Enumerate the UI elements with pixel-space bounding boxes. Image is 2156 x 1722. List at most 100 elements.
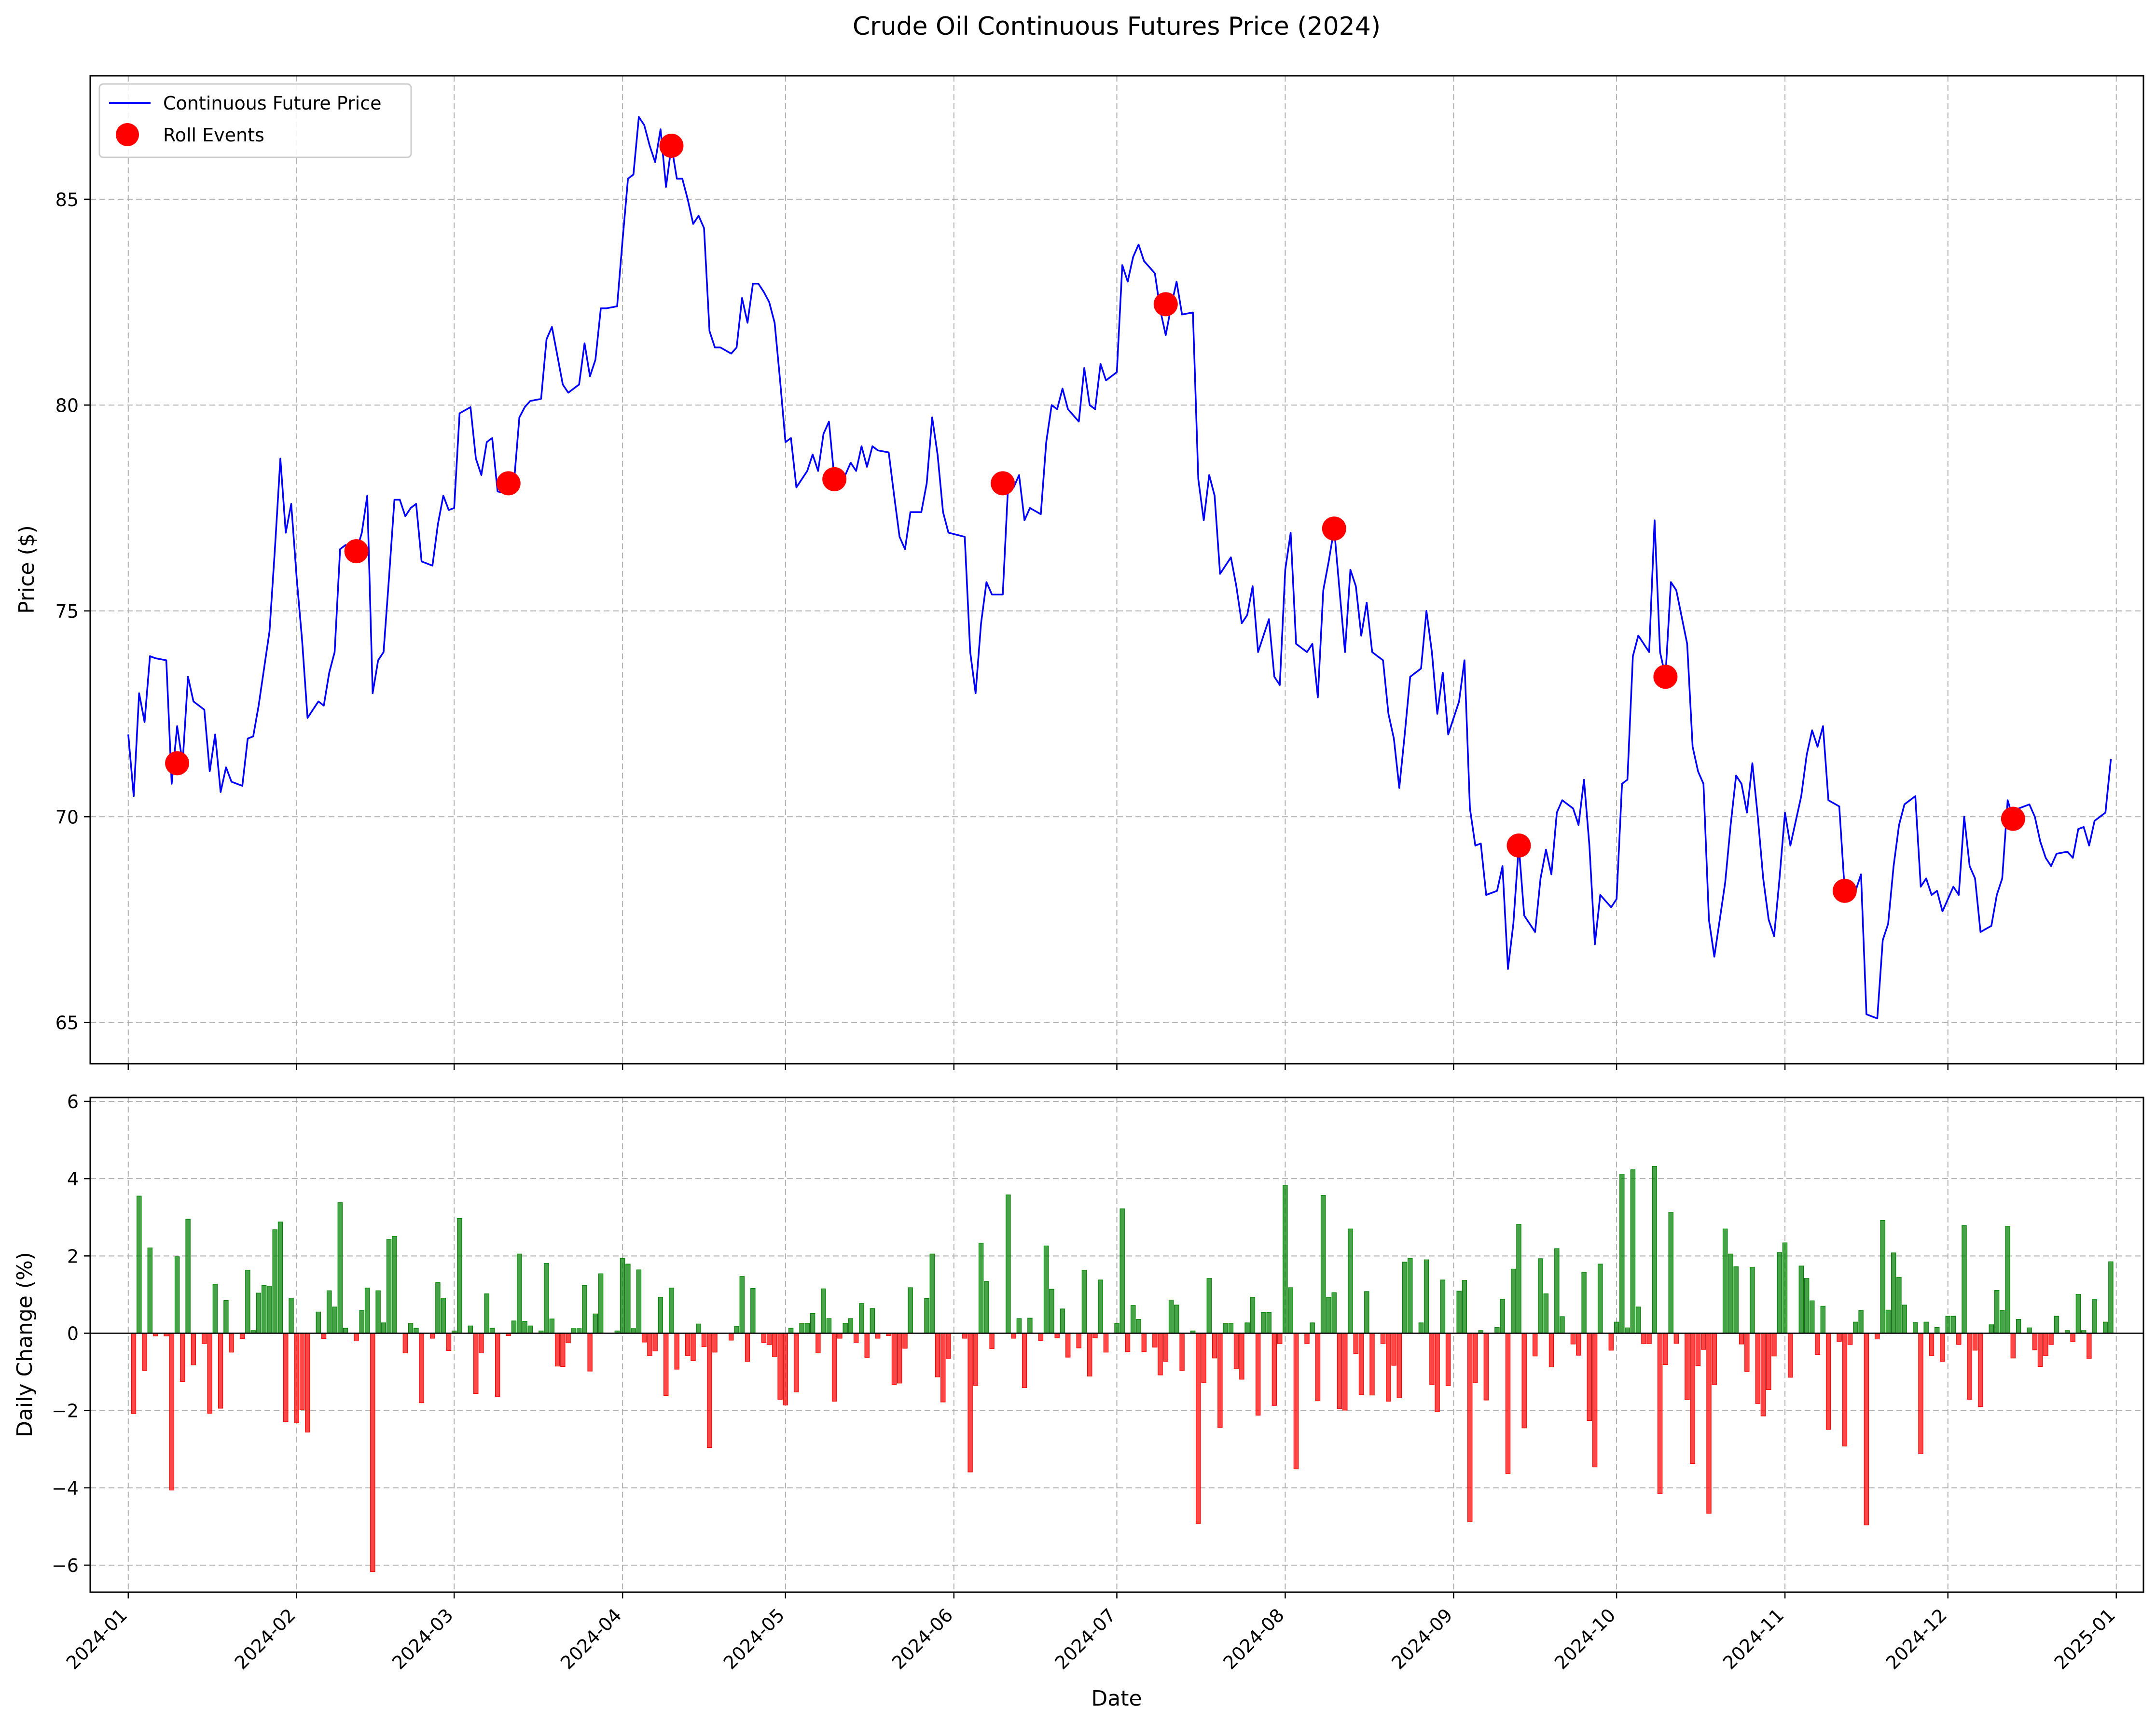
daily-change-bar — [191, 1333, 196, 1365]
roll-event-point — [344, 539, 369, 564]
x-tick-label: 2024-08 — [1219, 1604, 1288, 1673]
daily-change-bar — [1923, 1321, 1929, 1334]
daily-change-bar — [174, 1256, 180, 1334]
daily-change-bar — [386, 1239, 392, 1334]
daily-change-bar — [441, 1298, 446, 1334]
daily-change-bar — [522, 1321, 527, 1334]
daily-change-bar — [304, 1333, 310, 1433]
daily-change-bar — [1739, 1333, 1744, 1345]
daily-change-bar — [1918, 1333, 1923, 1454]
daily-change-y-tick-label: −2 — [52, 1401, 79, 1422]
daily-change-bar — [1011, 1333, 1016, 1339]
legend: Continuous Future Price Roll Events — [98, 83, 412, 158]
daily-change-bar — [332, 1306, 337, 1334]
daily-change-bar — [658, 1297, 663, 1334]
daily-change-bar — [212, 1284, 218, 1334]
daily-change-bar — [1244, 1322, 1250, 1334]
daily-change-y-tick-label: 6 — [67, 1091, 79, 1112]
daily-change-bar — [826, 1318, 832, 1333]
daily-change-bar — [2037, 1333, 2043, 1367]
daily-change-bar — [848, 1318, 854, 1333]
price-gridlines — [90, 76, 2143, 1064]
daily-change-bar — [1179, 1333, 1185, 1371]
daily-change-bar — [2054, 1316, 2059, 1333]
daily-change-bar — [1462, 1280, 1467, 1334]
daily-change-bar — [766, 1333, 772, 1346]
daily-change-bar — [1326, 1297, 1331, 1334]
daily-change-y-axis-label: Daily Change (%) — [13, 1252, 37, 1437]
daily-change-bar — [1087, 1333, 1092, 1377]
daily-change-bar — [370, 1333, 375, 1572]
daily-change-bar — [316, 1311, 321, 1333]
daily-change-bar — [1386, 1333, 1391, 1402]
daily-change-bar — [1163, 1333, 1168, 1362]
daily-change-bar — [794, 1333, 799, 1392]
daily-change-bar — [935, 1333, 940, 1377]
daily-change-bar — [2108, 1261, 2114, 1334]
daily-change-bar — [1825, 1333, 1831, 1430]
daily-change-y-tick-label: −4 — [52, 1478, 79, 1499]
daily-change-bar — [1505, 1333, 1511, 1474]
daily-change-bar — [2016, 1319, 2021, 1334]
daily-change-bar — [392, 1236, 397, 1334]
daily-change-bar — [1820, 1305, 1825, 1334]
daily-change-bar — [1054, 1333, 1060, 1338]
daily-change-bar — [1321, 1195, 1326, 1334]
daily-change-bar — [1723, 1228, 1728, 1334]
daily-change-bar — [327, 1290, 332, 1334]
daily-change-bar — [1060, 1308, 1065, 1334]
daily-change-bar — [1016, 1318, 1022, 1333]
daily-change-bar — [1581, 1272, 1587, 1334]
daily-change-bar — [1935, 1327, 1940, 1334]
daily-change-bar — [1543, 1293, 1548, 1334]
daily-change-bar — [1233, 1333, 1239, 1369]
daily-change-bar — [1625, 1327, 1630, 1334]
daily-change-bar — [245, 1270, 250, 1333]
daily-change-bar — [299, 1333, 305, 1410]
daily-change-bar — [1989, 1324, 1994, 1334]
daily-change-bar — [1560, 1316, 1565, 1334]
x-tick-label: 2024-06 — [888, 1604, 957, 1673]
daily-change-bar — [1755, 1333, 1760, 1404]
daily-change-bar — [1728, 1253, 1733, 1334]
daily-change-bar — [1212, 1333, 1217, 1359]
daily-change-bar — [1548, 1333, 1554, 1367]
daily-change-bar — [685, 1333, 691, 1356]
daily-change-bar — [712, 1333, 718, 1353]
daily-change-bar — [587, 1333, 593, 1372]
daily-change-bar — [1956, 1333, 1962, 1345]
daily-change-bar — [571, 1328, 576, 1334]
daily-change-bar — [1598, 1264, 1603, 1334]
daily-change-bar — [1467, 1333, 1473, 1522]
daily-change-bar — [652, 1333, 658, 1351]
daily-change-bar — [1250, 1297, 1256, 1334]
daily-change-bar — [2070, 1333, 2075, 1342]
daily-change-bar — [1701, 1333, 1706, 1350]
daily-change-bar — [1940, 1333, 1945, 1362]
daily-change-bar — [973, 1333, 978, 1386]
daily-change-bar — [169, 1333, 175, 1491]
daily-change-bar — [641, 1333, 647, 1343]
daily-change-bar — [554, 1333, 560, 1367]
daily-change-bar — [2087, 1333, 2092, 1359]
daily-change-bar — [1962, 1225, 1967, 1334]
daily-change-bar — [593, 1313, 598, 1333]
daily-change-bar — [1125, 1333, 1131, 1352]
daily-change-bar — [1141, 1333, 1147, 1352]
daily-change-bar — [799, 1323, 804, 1334]
daily-change-bar — [1043, 1245, 1049, 1334]
x-tick-label: 2025-01 — [2050, 1604, 2119, 1673]
daily-change-bar — [1668, 1212, 1673, 1334]
daily-change-bar — [1842, 1333, 1848, 1446]
daily-change-bar — [1445, 1333, 1451, 1387]
daily-change-bar — [1098, 1279, 1103, 1334]
daily-change-bar — [1847, 1333, 1853, 1345]
x-tick-label: 2024-05 — [719, 1604, 788, 1673]
price-x-ticks — [127, 1064, 2117, 1070]
price-y-ticks: 65 70 75 80 85 — [55, 189, 90, 1034]
daily-change-bar — [1288, 1287, 1293, 1334]
daily-change-bar — [1788, 1333, 1793, 1378]
daily-change-bar — [1592, 1333, 1598, 1468]
daily-change-bar — [631, 1328, 636, 1334]
x-tick-label: 2024-12 — [1882, 1604, 1951, 1673]
